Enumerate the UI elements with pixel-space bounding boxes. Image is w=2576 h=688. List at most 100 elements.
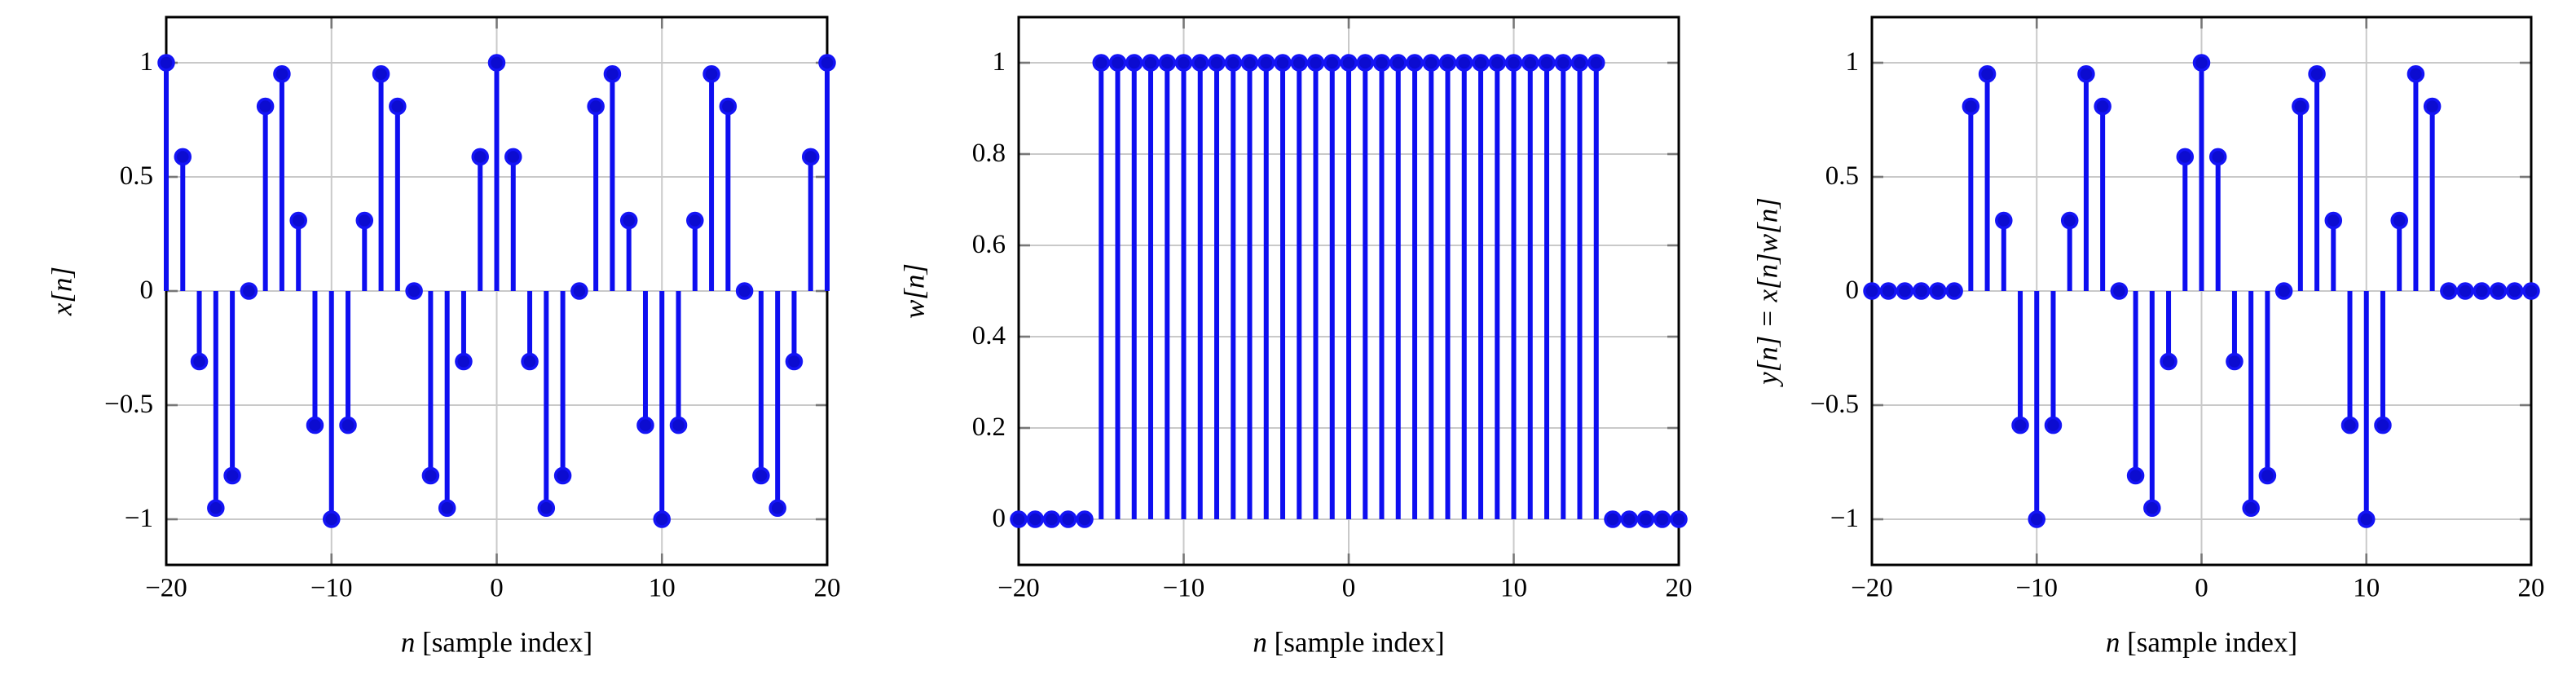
data-point (421, 466, 440, 485)
panel-1-plot (157, 15, 836, 567)
data-point (2208, 148, 2227, 166)
data-point (2324, 211, 2343, 230)
data-point (1422, 54, 1440, 72)
data-point (2094, 97, 2111, 116)
data-point (405, 282, 423, 300)
data-point (2242, 499, 2260, 518)
data-point (2110, 282, 2129, 300)
data-point (256, 97, 275, 116)
data-point (1224, 54, 1242, 72)
data-point (719, 97, 738, 116)
data-point (735, 282, 754, 300)
data-point (587, 97, 605, 116)
data-point (1929, 282, 1947, 300)
data-point (2126, 466, 2145, 485)
data-point (1636, 510, 1655, 528)
data-point (2374, 416, 2392, 434)
data-point (1158, 54, 1176, 72)
data-point (323, 510, 341, 528)
data-point (1042, 510, 1061, 528)
data-point (1620, 510, 1638, 528)
data-point (785, 352, 804, 371)
data-point (1455, 54, 1473, 72)
data-point (1290, 54, 1308, 72)
data-point (504, 148, 522, 166)
data-point (1026, 510, 1044, 528)
data-point (1504, 54, 1523, 72)
data-point (570, 282, 588, 300)
panel-2-plot (1010, 15, 1688, 567)
data-point (1076, 510, 1094, 528)
data-point (521, 352, 539, 371)
data-point (1142, 54, 1160, 72)
data-point (1538, 54, 1556, 72)
data-point (157, 54, 175, 72)
data-point (1570, 54, 1589, 72)
data-point (537, 499, 556, 518)
data-point (1879, 282, 1897, 300)
data-point (339, 416, 357, 434)
data-point (2456, 282, 2474, 300)
data-point (1274, 54, 1292, 72)
data-point (1554, 54, 1572, 72)
data-point (1945, 282, 1963, 300)
data-point (2192, 54, 2211, 72)
data-point (1306, 54, 1325, 72)
panel-3-plot (1863, 15, 2540, 567)
data-point (2308, 64, 2326, 83)
data-point (2506, 282, 2524, 300)
data-point (1488, 54, 1506, 72)
data-point (1208, 54, 1226, 72)
data-point (438, 499, 456, 518)
data-point (1670, 510, 1688, 528)
data-point (2358, 510, 2376, 528)
data-point (2060, 211, 2079, 230)
data-point (2226, 352, 2244, 371)
data-point (603, 64, 622, 83)
data-point (818, 54, 836, 72)
data-point (1587, 54, 1605, 72)
data-point (487, 54, 506, 72)
axes-frame (1017, 15, 1680, 567)
data-point (355, 211, 374, 230)
data-point (801, 148, 820, 166)
data-point (1604, 510, 1622, 528)
data-point (1257, 54, 1275, 72)
data-point (1653, 510, 1671, 528)
data-point (372, 64, 390, 83)
data-point (2160, 352, 2177, 371)
data-point (2176, 148, 2195, 166)
data-point (2011, 416, 2029, 434)
data-point (2406, 64, 2425, 83)
data-point (2143, 499, 2161, 518)
data-point (1962, 97, 1980, 116)
data-point (1191, 54, 1209, 72)
data-point (1108, 54, 1127, 72)
data-point (752, 466, 770, 485)
data-point (2489, 282, 2508, 300)
data-point (1340, 54, 1358, 72)
data-point (1863, 282, 1881, 300)
data-point (2292, 97, 2310, 116)
data-point (1389, 54, 1407, 72)
data-point (1995, 211, 2013, 230)
data-point (1438, 54, 1457, 72)
data-point (1356, 54, 1374, 72)
data-point (273, 64, 291, 83)
data-point (207, 499, 225, 518)
data-point (619, 211, 638, 230)
data-point (1059, 510, 1077, 528)
data-point (1978, 64, 1997, 83)
data-point (1092, 54, 1110, 72)
data-point (768, 499, 786, 518)
data-point (686, 211, 704, 230)
data-point (240, 282, 258, 300)
data-point (669, 416, 688, 434)
data-point (2077, 64, 2095, 83)
data-point (2473, 282, 2491, 300)
data-point (190, 352, 209, 371)
data-point (289, 211, 307, 230)
data-point (2440, 282, 2458, 300)
data-point (1406, 54, 1424, 72)
